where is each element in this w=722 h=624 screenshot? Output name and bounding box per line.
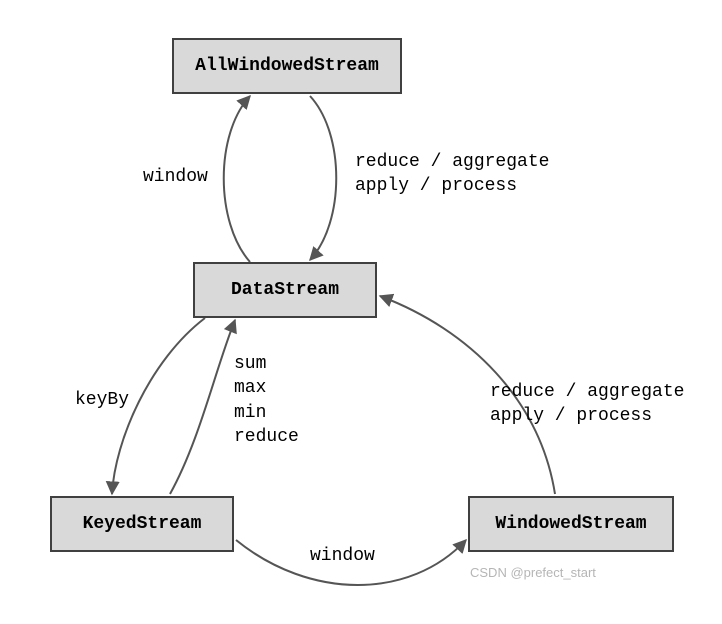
edge-label-window-bottom: window: [310, 544, 375, 568]
node-allwindowedstream-label: AllWindowedStream: [195, 56, 379, 76]
node-keyedstream-label: KeyedStream: [83, 514, 202, 534]
node-windowedstream-label: WindowedStream: [495, 514, 646, 534]
edge-keyed-to-ds: [170, 320, 235, 494]
edge-label-summaxmin: sum max min reduce: [234, 352, 299, 449]
watermark: CSDN @prefect_start: [470, 565, 596, 580]
node-datastream: DataStream: [193, 262, 377, 318]
edge-label-reduce-right: reduce / aggregate apply / process: [490, 380, 684, 429]
node-windowedstream: WindowedStream: [468, 496, 674, 552]
node-allwindowedstream: AllWindowedStream: [172, 38, 402, 94]
node-datastream-label: DataStream: [231, 280, 339, 300]
node-keyedstream: KeyedStream: [50, 496, 234, 552]
edge-label-keyby: keyBy: [75, 388, 129, 412]
edge-label-window-top: window: [143, 165, 208, 189]
edge-allwindowed-to-ds: [310, 96, 336, 260]
edge-label-reduce-top: reduce / aggregate apply / process: [355, 150, 549, 199]
edge-ds-to-allwindowed: [224, 96, 250, 262]
